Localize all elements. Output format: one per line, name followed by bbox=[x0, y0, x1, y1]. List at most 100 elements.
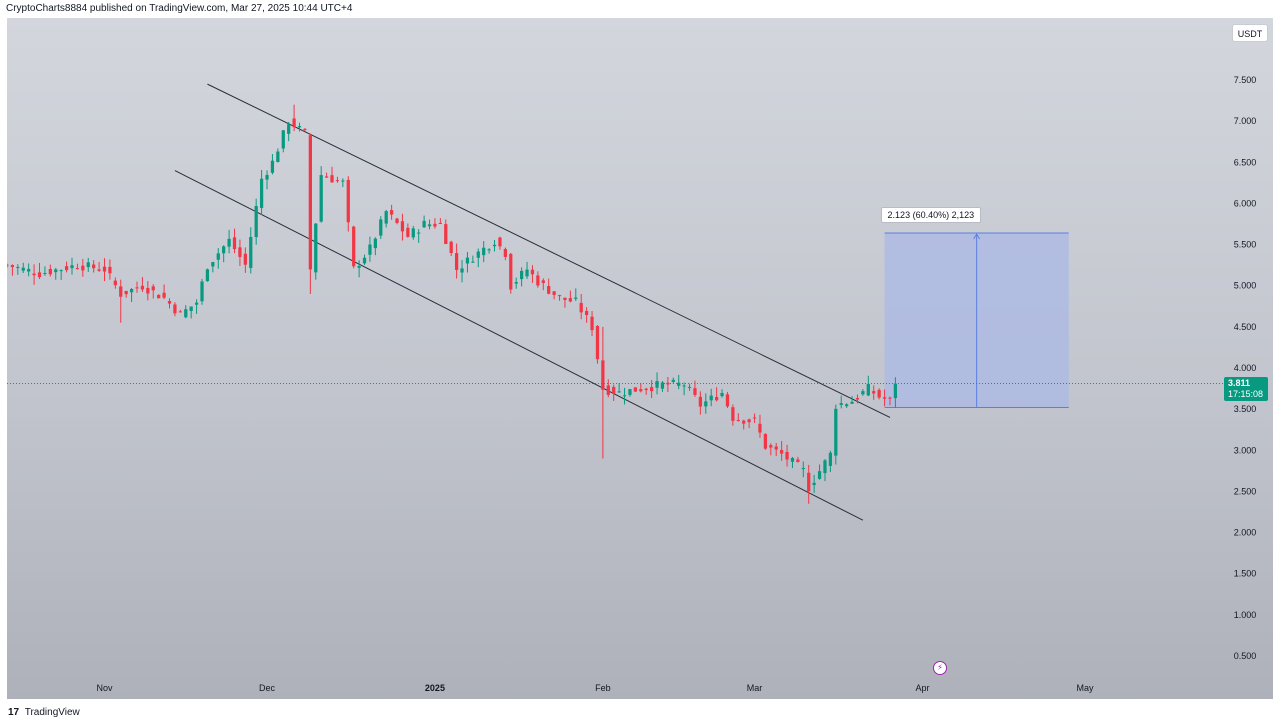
candle-body bbox=[32, 273, 36, 276]
candle-body bbox=[514, 282, 518, 284]
candle-body bbox=[297, 126, 302, 128]
candle-body bbox=[173, 304, 177, 314]
candle-body bbox=[379, 219, 383, 236]
candle-body bbox=[287, 124, 291, 134]
last-price-badge: 3.811 17:15:08 bbox=[1224, 376, 1268, 401]
candle-body bbox=[845, 404, 849, 407]
candle-body bbox=[509, 253, 513, 290]
candle-body bbox=[92, 264, 96, 269]
x-tick-label: 2025 bbox=[425, 683, 445, 693]
y-tick-label: 2.500 bbox=[1234, 486, 1257, 496]
candle-body bbox=[536, 275, 540, 286]
candle-body bbox=[232, 237, 237, 250]
candle-body bbox=[595, 325, 600, 360]
candle-body bbox=[465, 257, 470, 264]
candle-body bbox=[151, 286, 155, 291]
candle-body bbox=[292, 118, 296, 128]
candle-body bbox=[563, 297, 567, 300]
candle-body bbox=[547, 286, 551, 294]
candle-body bbox=[43, 272, 47, 274]
candle-body bbox=[769, 445, 773, 448]
brand-name: TradingView bbox=[24, 707, 80, 718]
candle-body bbox=[579, 302, 583, 313]
candle-body bbox=[389, 210, 394, 215]
candle-body bbox=[660, 382, 665, 389]
candle-body bbox=[666, 382, 670, 385]
y-tick-label: 1.500 bbox=[1234, 569, 1257, 579]
y-tick-label: 3.500 bbox=[1234, 404, 1257, 414]
flash-alert-icon[interactable]: ⚡ bbox=[933, 661, 947, 675]
candle-body bbox=[64, 266, 69, 271]
tradingview-logo-icon: 17 bbox=[8, 707, 20, 718]
measure-label: 2.123 (60.40%) 2,123 bbox=[880, 207, 982, 224]
candle-body bbox=[763, 433, 768, 449]
y-tick-label: 4.000 bbox=[1234, 363, 1257, 373]
candle-body bbox=[780, 449, 784, 454]
candle-body bbox=[682, 385, 686, 387]
candle-body bbox=[834, 408, 838, 456]
candle-body bbox=[124, 290, 128, 295]
y-tick-label: 6.500 bbox=[1234, 157, 1257, 167]
y-tick-label: 5.000 bbox=[1234, 281, 1257, 291]
candle-body bbox=[850, 401, 854, 404]
candle-body bbox=[211, 262, 215, 267]
candle-body bbox=[785, 451, 789, 460]
chart-area[interactable]: 7.500 7.000 6.500 6.000 5.500 5.000 4.500 4.000… bbox=[7, 18, 1273, 699]
candle-body bbox=[303, 128, 307, 130]
candle-body bbox=[704, 401, 708, 407]
candle-body bbox=[113, 280, 117, 286]
candle-body bbox=[882, 397, 887, 399]
candle-body bbox=[194, 302, 199, 305]
x-tick-label: Feb bbox=[595, 683, 611, 693]
candle-body bbox=[698, 396, 703, 407]
candle-body bbox=[758, 423, 762, 433]
y-tick-label: 2.000 bbox=[1234, 528, 1257, 538]
candle-body bbox=[270, 160, 275, 173]
candle-body bbox=[162, 292, 166, 298]
candle-body bbox=[574, 297, 578, 299]
candle-body bbox=[725, 394, 730, 407]
candle-body bbox=[866, 383, 870, 396]
footer-bar: 17 TradingView bbox=[0, 700, 1280, 725]
candle-body bbox=[189, 306, 193, 311]
candle-body bbox=[362, 257, 367, 264]
candle-body bbox=[454, 253, 459, 270]
candle-body bbox=[622, 395, 627, 397]
currency-badge[interactable]: USDT bbox=[1232, 24, 1268, 42]
candle-body bbox=[742, 420, 746, 424]
candle-body bbox=[823, 460, 827, 474]
candle-body bbox=[335, 180, 340, 182]
candle-body bbox=[373, 238, 377, 249]
candle-body bbox=[427, 224, 432, 227]
candle-body bbox=[384, 211, 388, 224]
candle-body bbox=[655, 381, 659, 388]
candle-body bbox=[747, 419, 751, 423]
candle-body bbox=[135, 287, 139, 289]
candle-body bbox=[568, 298, 572, 302]
channel-upper-line bbox=[207, 83, 891, 418]
candle-body bbox=[205, 269, 210, 282]
candle-body bbox=[37, 272, 42, 278]
candle-body bbox=[59, 270, 63, 272]
candle-body bbox=[720, 392, 724, 397]
candle-body bbox=[357, 266, 361, 268]
candle-body bbox=[102, 266, 107, 272]
candle-body bbox=[557, 295, 562, 297]
candle-body bbox=[839, 403, 843, 405]
candle-body bbox=[16, 267, 20, 269]
candle-body bbox=[872, 391, 876, 394]
candle-body bbox=[281, 130, 285, 149]
x-tick-label: Nov bbox=[96, 683, 113, 693]
x-tick-label: Apr bbox=[915, 683, 929, 693]
candle-body bbox=[184, 309, 188, 318]
candle-body bbox=[715, 396, 719, 401]
x-tick-label: Mar bbox=[747, 683, 763, 693]
candle-body bbox=[146, 287, 150, 294]
y-tick-label: 4.500 bbox=[1234, 322, 1257, 332]
candle-body bbox=[352, 226, 356, 267]
candle-body bbox=[157, 294, 161, 299]
candle-body bbox=[606, 385, 610, 395]
candle-body bbox=[855, 397, 860, 400]
candle-body bbox=[7, 264, 9, 266]
price-chart[interactable]: 7.500 7.000 6.500 6.000 5.500 5.000 4.500 4.000… bbox=[7, 18, 1273, 699]
